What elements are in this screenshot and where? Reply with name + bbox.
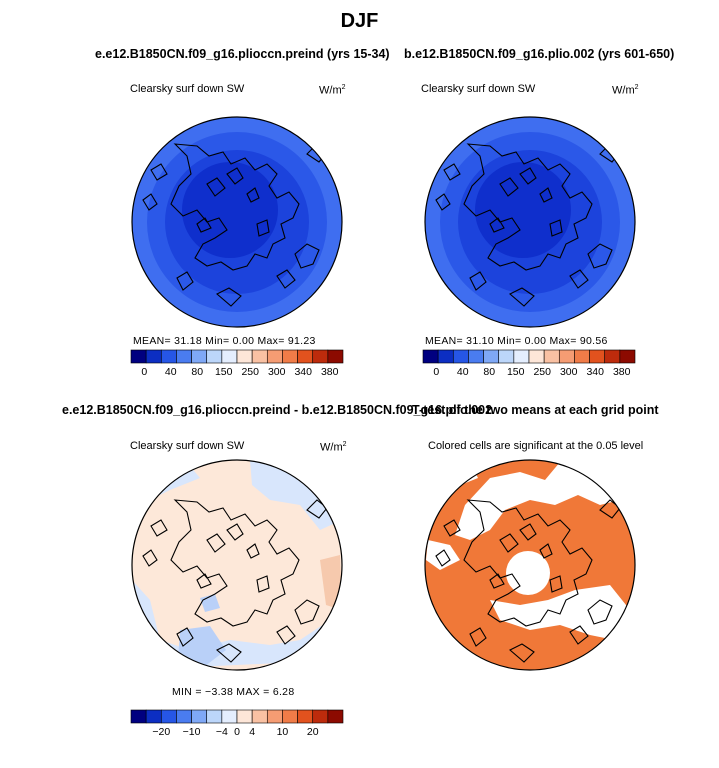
colorbar-tick-label: 150 [214, 366, 233, 378]
colorbar-swatch [251, 349, 268, 364]
colorbar-swatch [236, 349, 253, 364]
colorbar-tick-label: −20 [152, 726, 171, 738]
colorbar-swatch [145, 349, 162, 364]
panel-2-title: b.e12.B1850CN.f09_g16.plio.002 (yrs 601-… [404, 47, 675, 61]
colorbar-swatch [513, 349, 530, 364]
colorbar-swatch [206, 349, 223, 364]
panel-4-map [424, 459, 636, 671]
colorbar-swatch [327, 349, 344, 364]
colorbar-swatch [619, 349, 636, 364]
colorbar-swatch [145, 709, 162, 724]
panel-2-units: W/m2 [612, 84, 639, 97]
panel-2-map [424, 116, 636, 328]
panel-1-stats: MEAN= 31.18 Min= 0.00 Max= 91.23 [133, 335, 316, 347]
panel-1-colorbar [130, 349, 344, 364]
panel-2-colorbar [422, 349, 636, 364]
figure-title: DJF [340, 10, 379, 32]
colorbar-swatch [327, 709, 344, 724]
colorbar-tick-label: 10 [276, 726, 289, 738]
colorbar-swatch [604, 349, 621, 364]
colorbar-swatch [312, 349, 329, 364]
colorbar-swatch [221, 349, 238, 364]
colorbar-swatch [191, 709, 208, 724]
panel-3-title: e.e12.B1850CN.f09_g16.plioccn.preind - b… [62, 403, 493, 417]
colorbar-swatch [236, 709, 253, 724]
colorbar-swatch [266, 349, 283, 364]
colorbar-swatch [251, 709, 268, 724]
colorbar-swatch [543, 349, 560, 364]
colorbar-swatch [589, 349, 606, 364]
colorbar-tick-label: 250 [533, 366, 551, 378]
panel-4-variable-label: Colored cells are significant at the 0.0… [428, 440, 644, 452]
colorbar-tick-label: 80 [191, 366, 204, 378]
colorbar-tick-label: 40 [456, 366, 469, 378]
panel-2-stats: MEAN= 31.10 Min= 0.00 Max= 90.56 [425, 335, 608, 347]
colorbar-swatch [282, 349, 298, 364]
colorbar-tick-label: 150 [506, 366, 525, 378]
colorbar-swatch [221, 709, 238, 724]
colorbar-swatch [160, 709, 177, 724]
colorbar-swatch [130, 709, 147, 724]
colorbar-tick-label: 80 [483, 366, 496, 378]
colorbar-swatch [160, 349, 177, 364]
colorbar-swatch [176, 349, 192, 364]
colorbar-tick-label: 250 [241, 366, 259, 378]
panel-4-title: T-test of the two means at each grid poi… [412, 403, 659, 417]
panel-3-stats: MIN = −3.38 MAX = 6.28 [172, 686, 295, 698]
panel-3-map [131, 459, 343, 671]
colorbar-swatch [574, 349, 590, 364]
colorbar-swatch [266, 709, 283, 724]
colorbar-swatch [498, 349, 515, 364]
colorbar-tick-label: 0 [234, 726, 240, 738]
colorbar-swatch [312, 709, 329, 724]
colorbar-swatch [528, 349, 545, 364]
colorbar-tick-label: 0 [433, 366, 440, 378]
colorbar-swatch [282, 709, 298, 724]
colorbar-tick-label: 300 [267, 366, 286, 378]
colorbar-swatch [452, 349, 469, 364]
panel-2-variable-label: Clearsky surf down SW [421, 83, 536, 95]
colorbar-swatch [437, 349, 454, 364]
colorbar-swatch [191, 349, 208, 364]
panel-1-title: e.e12.B1850CN.f09_g16.plioccn.preind (yr… [95, 47, 390, 61]
colorbar-tick-label: −4 [215, 726, 228, 738]
panel-1-units: W/m2 [319, 84, 346, 97]
colorbar-swatch [422, 349, 439, 364]
colorbar-tick-label: 20 [306, 726, 319, 738]
panel-1-map [131, 116, 343, 328]
colorbar-tick-label: 380 [612, 366, 631, 378]
colorbar-swatch [297, 709, 314, 724]
colorbar-swatch [206, 709, 223, 724]
panel-1-variable-label: Clearsky surf down SW [130, 83, 245, 95]
colorbar-tick-label: 40 [164, 366, 177, 378]
colorbar-tick-label: −10 [182, 726, 201, 738]
panel-3-variable-label: Clearsky surf down SW [130, 440, 245, 452]
colorbar-swatch [558, 349, 575, 364]
colorbar-swatch [130, 349, 147, 364]
colorbar-swatch [483, 349, 500, 364]
colorbar-tick-label: 340 [294, 366, 312, 378]
colorbar-tick-label: 0 [141, 366, 148, 378]
panel-3-colorbar [130, 709, 344, 724]
colorbar-swatch [468, 349, 484, 364]
colorbar-swatch [176, 709, 192, 724]
colorbar-tick-label: 300 [559, 366, 578, 378]
colorbar-tick-label: 380 [320, 366, 339, 378]
panel-3-units: W/m2 [320, 441, 347, 454]
colorbar-tick-label: 4 [249, 726, 256, 738]
colorbar-tick-label: 340 [586, 366, 604, 378]
colorbar-swatch [297, 349, 314, 364]
